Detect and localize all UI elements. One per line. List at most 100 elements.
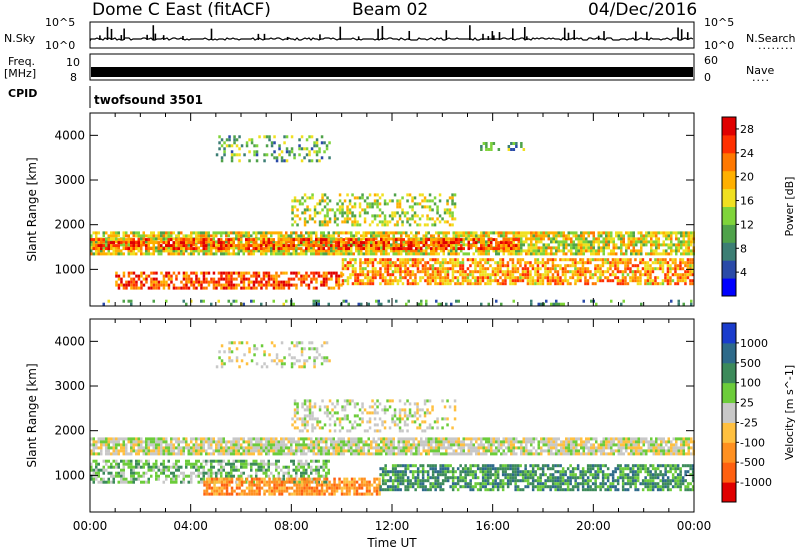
data-cell bbox=[378, 196, 382, 200]
data-cell bbox=[280, 241, 283, 245]
data-cell bbox=[335, 252, 338, 256]
data-cell bbox=[477, 443, 480, 447]
data-cell bbox=[390, 452, 393, 456]
data-cell bbox=[315, 231, 318, 235]
data-cell bbox=[317, 240, 320, 244]
data-cell bbox=[308, 135, 311, 139]
data-cell bbox=[422, 238, 425, 242]
data-cell bbox=[92, 440, 95, 444]
data-cell bbox=[132, 449, 135, 453]
data-cell bbox=[404, 276, 407, 280]
data-cell bbox=[280, 159, 284, 163]
data-cell bbox=[494, 267, 497, 271]
data-cell bbox=[641, 267, 645, 271]
data-cell bbox=[492, 238, 495, 242]
data-cell bbox=[377, 437, 380, 441]
data-cell bbox=[559, 276, 562, 280]
data-cell bbox=[461, 270, 465, 274]
data-cell bbox=[542, 302, 545, 306]
data-cell bbox=[130, 446, 133, 450]
data-cell bbox=[679, 273, 682, 277]
data-cell bbox=[270, 283, 273, 287]
data-cell bbox=[107, 437, 110, 441]
data-cell bbox=[347, 247, 350, 251]
data-cell bbox=[364, 261, 367, 265]
data-cell bbox=[541, 282, 545, 286]
data-cell bbox=[485, 145, 488, 148]
data-cell bbox=[95, 244, 98, 248]
data-cell bbox=[212, 452, 215, 456]
data-cell bbox=[362, 247, 365, 251]
data-cell bbox=[481, 276, 485, 280]
data-cell bbox=[466, 276, 470, 280]
data-cell bbox=[162, 286, 166, 290]
data-cell bbox=[636, 270, 640, 274]
data-cell bbox=[217, 280, 221, 284]
data-cell bbox=[282, 437, 285, 441]
data-cell bbox=[496, 279, 500, 283]
data-cell bbox=[130, 247, 133, 251]
data-cell bbox=[316, 202, 319, 206]
data-cell bbox=[257, 231, 260, 235]
data-cell bbox=[414, 258, 417, 262]
data-cell bbox=[182, 286, 186, 290]
data-cell bbox=[657, 231, 660, 235]
data-cell bbox=[526, 273, 530, 277]
data-cell bbox=[479, 270, 482, 274]
data-cell bbox=[337, 274, 341, 278]
data-cell bbox=[369, 282, 372, 286]
data-cell bbox=[494, 273, 497, 277]
data-cell bbox=[442, 440, 445, 444]
data-cell bbox=[561, 270, 565, 274]
data-cell bbox=[582, 231, 585, 235]
data-cell bbox=[656, 276, 660, 280]
data-cell bbox=[577, 449, 580, 453]
data-cell bbox=[110, 244, 113, 248]
data-cell bbox=[410, 452, 413, 456]
data-cell bbox=[612, 440, 615, 444]
data-cell bbox=[400, 241, 403, 245]
data-cell bbox=[313, 211, 317, 215]
data-cell bbox=[639, 282, 642, 286]
data-cell bbox=[270, 443, 273, 447]
data-cell bbox=[302, 252, 305, 256]
data-cell bbox=[650, 252, 653, 256]
data-cell bbox=[122, 271, 126, 275]
data-cell bbox=[475, 249, 478, 253]
data-cell bbox=[330, 286, 333, 290]
data-cell bbox=[112, 244, 115, 248]
data-cell bbox=[539, 261, 542, 265]
data-cell bbox=[552, 437, 555, 441]
data-cell bbox=[599, 273, 602, 277]
data-cell bbox=[496, 261, 500, 265]
data-cell bbox=[594, 264, 597, 268]
data-cell bbox=[300, 234, 303, 238]
data-cell bbox=[428, 217, 432, 221]
data-cell bbox=[665, 243, 668, 247]
data-cell bbox=[302, 437, 305, 441]
data-cell bbox=[487, 252, 490, 256]
data-cell bbox=[282, 443, 285, 447]
data-cell bbox=[350, 246, 353, 250]
data-cell bbox=[560, 440, 563, 444]
data-cell bbox=[240, 437, 243, 441]
data-cell bbox=[368, 205, 372, 209]
data-cell bbox=[521, 276, 525, 280]
data-cell bbox=[336, 223, 339, 227]
data-cell bbox=[217, 241, 220, 245]
data-cell bbox=[405, 241, 408, 245]
data-cell bbox=[115, 437, 118, 441]
data-cell bbox=[576, 267, 580, 271]
data-cell bbox=[611, 279, 615, 283]
data-cell bbox=[516, 267, 520, 271]
data-cell bbox=[410, 238, 413, 242]
data-cell bbox=[600, 240, 603, 244]
data-cell bbox=[192, 243, 195, 247]
data-cell bbox=[611, 264, 615, 268]
data-cell bbox=[257, 449, 260, 453]
data-cell bbox=[596, 270, 600, 274]
data-cell bbox=[377, 247, 380, 251]
data-cell bbox=[385, 252, 388, 256]
data-cell bbox=[629, 261, 632, 265]
data-cell bbox=[160, 234, 163, 238]
